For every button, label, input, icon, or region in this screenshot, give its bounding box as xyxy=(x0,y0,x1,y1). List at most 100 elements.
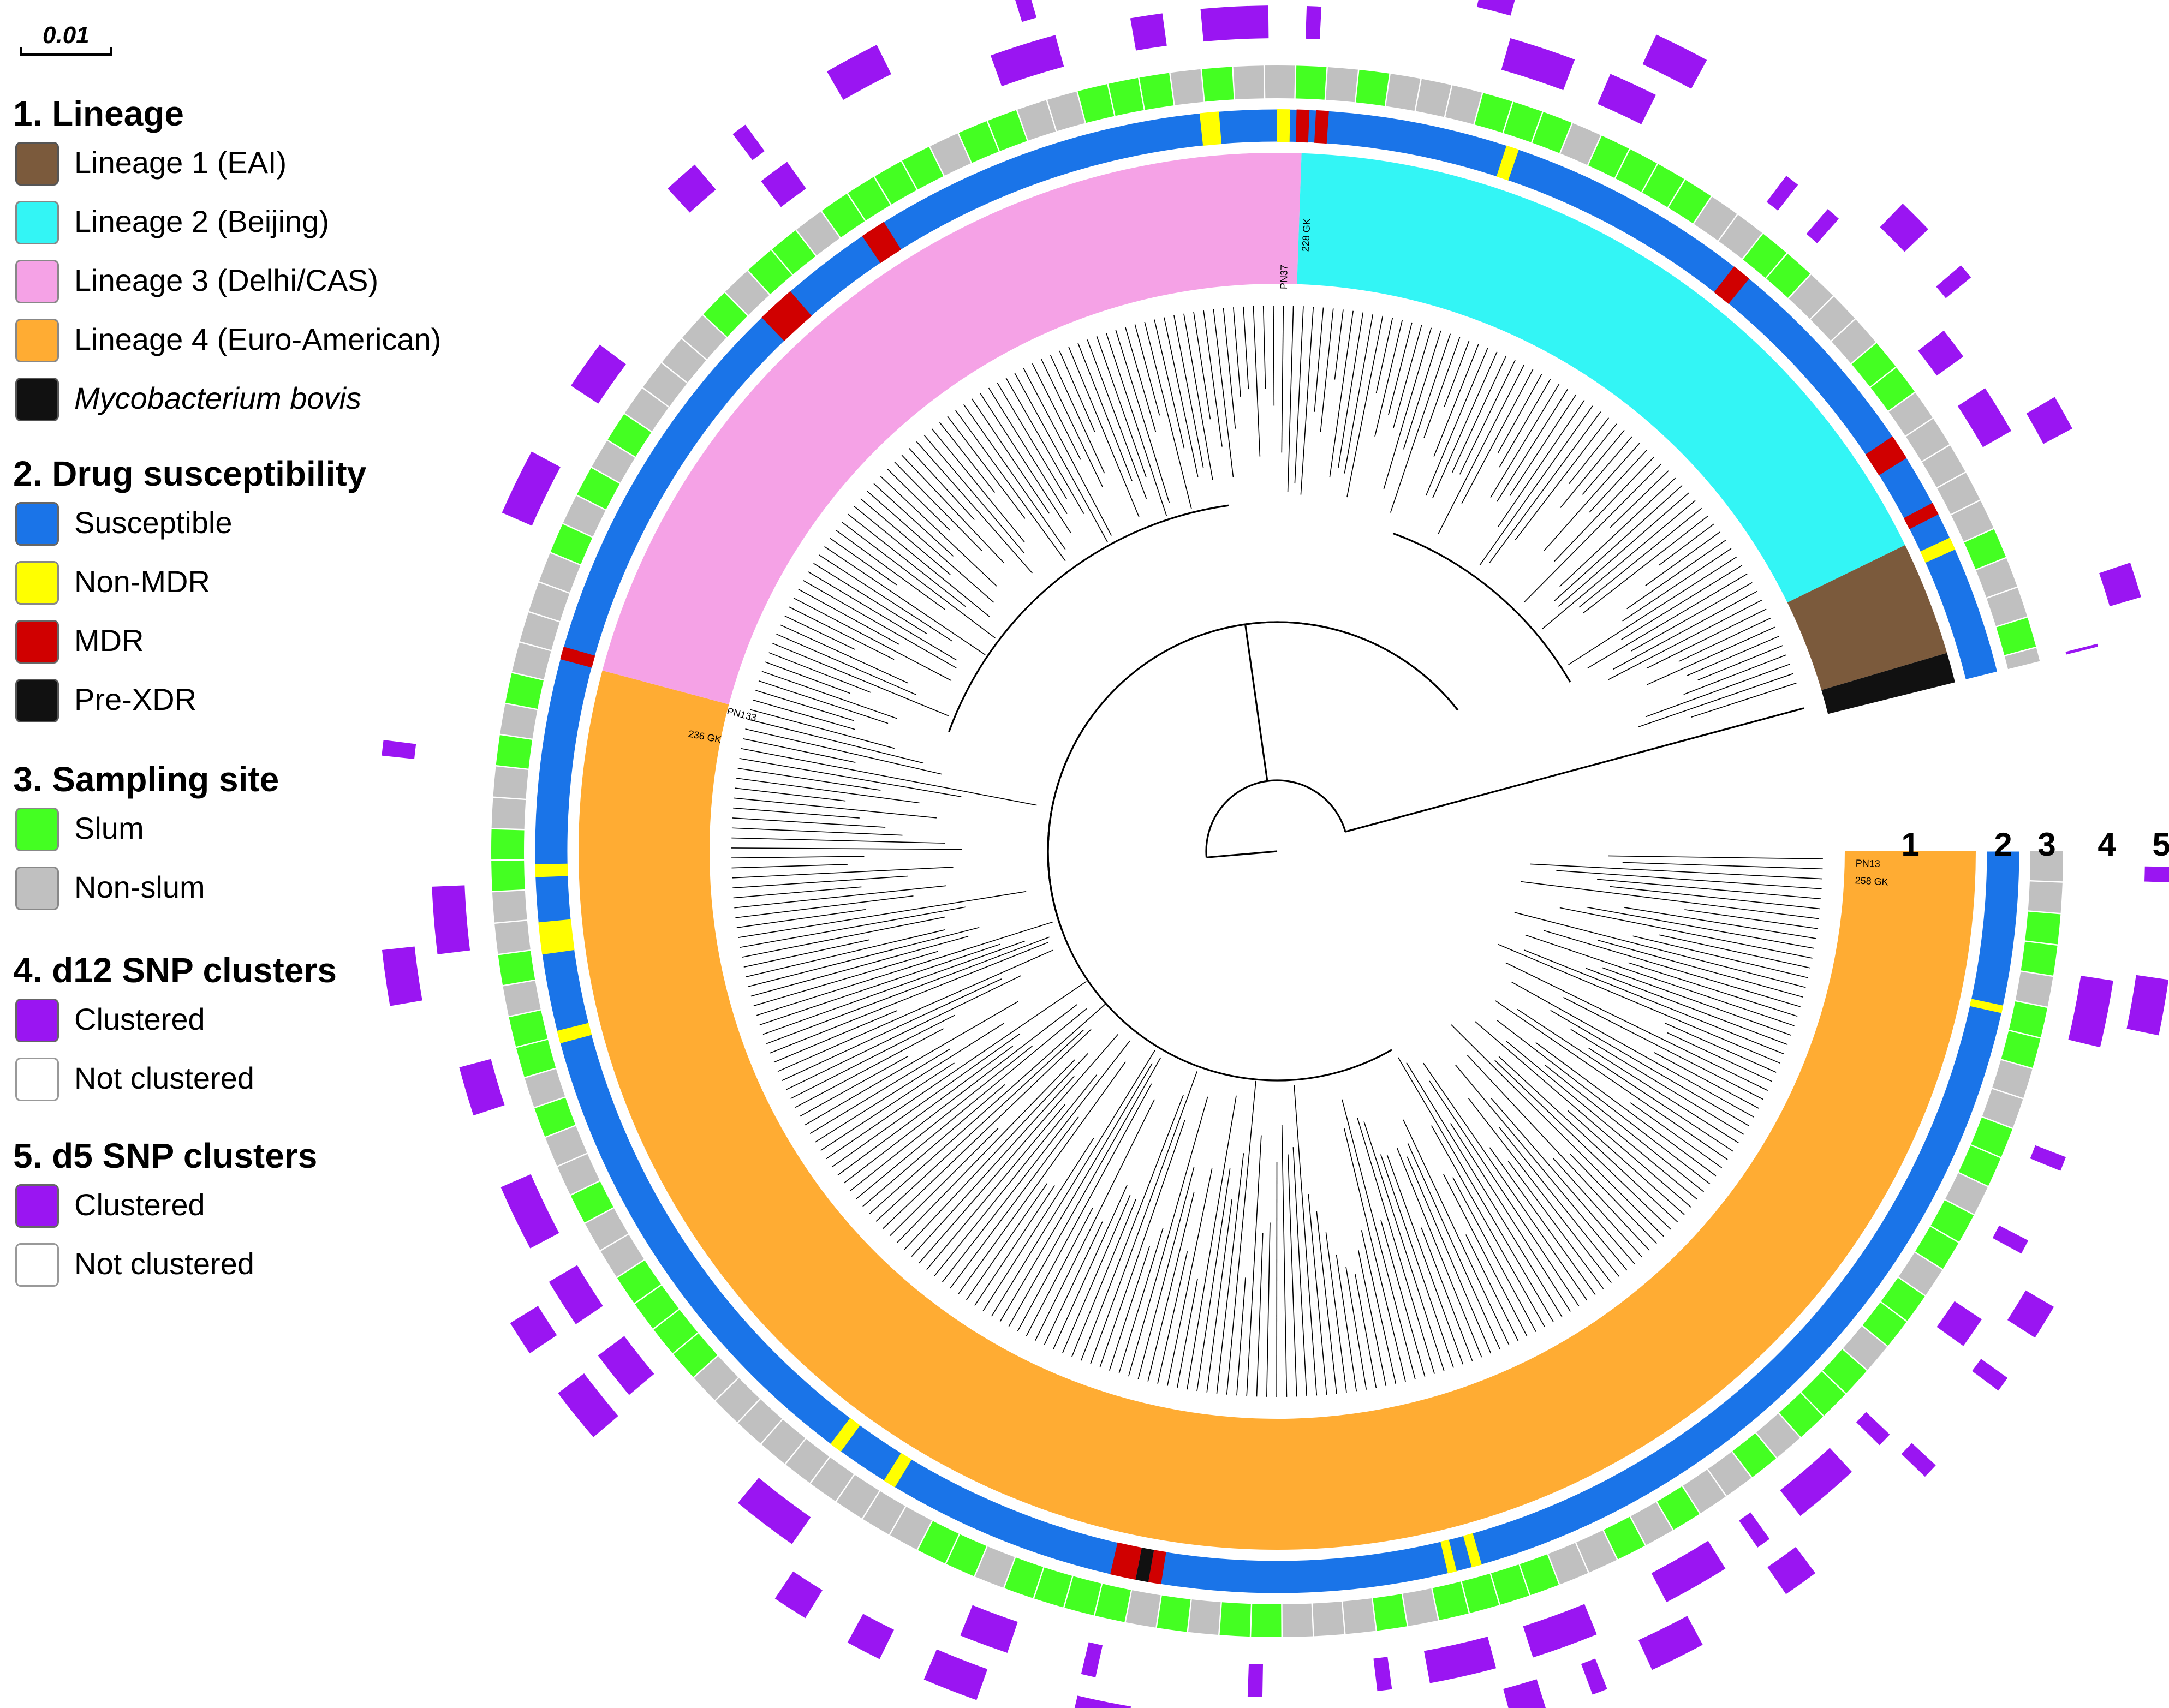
site-segment xyxy=(863,1491,905,1535)
tree-branches xyxy=(731,306,1823,1398)
d5-cluster-block xyxy=(2007,1290,2054,1338)
legend-section-drug-susceptibility: 2. Drug susceptibility Susceptible Non-M… xyxy=(13,453,537,730)
tip-branch xyxy=(1697,645,1783,680)
d5-cluster-block xyxy=(668,164,716,213)
tip-branch xyxy=(752,699,855,730)
site-segment xyxy=(1810,296,1855,341)
scale-bar: 0.01 xyxy=(16,22,120,60)
tip-branch xyxy=(1273,306,1275,406)
tip-branch xyxy=(1569,423,1617,485)
tip-branch xyxy=(1059,350,1095,432)
site-segment xyxy=(1295,65,1327,100)
drug-segment xyxy=(1903,503,1939,529)
tip-branch xyxy=(1586,968,1788,1046)
tip-branch xyxy=(1659,934,1811,969)
tip-branch xyxy=(901,455,1005,564)
tip-branch xyxy=(1610,470,1669,528)
tip-branch xyxy=(931,428,1025,542)
d12-cluster-block xyxy=(960,1605,1018,1653)
d12-cluster-block xyxy=(432,885,470,954)
tip-branch xyxy=(1246,1135,1262,1396)
legend-section-title: 4. d12 SNP clusters xyxy=(13,951,337,990)
tip-branch xyxy=(926,1104,1065,1270)
tip-branch xyxy=(1554,485,1683,601)
site-segment xyxy=(1945,1173,1988,1214)
site-segment xyxy=(494,921,531,954)
site-segment xyxy=(1668,180,1711,224)
tip-branch xyxy=(896,1059,1075,1244)
tip-branch xyxy=(759,943,1000,1025)
legend-item-label: Pre-XDR xyxy=(74,682,197,716)
d12-cluster-block xyxy=(1936,1301,1982,1346)
legend-swatch xyxy=(15,319,59,362)
lineage-4-arc xyxy=(1047,811,1392,1082)
d12-cluster-block xyxy=(1957,388,2012,447)
site-segment xyxy=(1732,1433,1777,1478)
tip-branch xyxy=(880,476,997,587)
tip-branch xyxy=(1630,1102,1723,1168)
drug-segment xyxy=(761,291,812,341)
internal-branch xyxy=(1244,624,1268,781)
site-segment xyxy=(496,735,533,769)
drug-segment xyxy=(1865,436,1907,476)
tip-branch xyxy=(1556,870,1822,889)
lineage-1-band xyxy=(1787,545,1947,690)
legend-item-non-slum: Non-slum xyxy=(13,859,537,918)
site-segment xyxy=(1560,123,1601,165)
tip-branch xyxy=(1514,912,1806,988)
tip-branch xyxy=(1287,306,1294,492)
d5-cluster-block xyxy=(774,1571,823,1619)
site-segment xyxy=(1326,67,1358,103)
legend-swatch xyxy=(15,378,59,421)
legend-item-mdr: MDR xyxy=(13,612,537,671)
tip-branch xyxy=(887,469,951,531)
drug-segment xyxy=(1463,1533,1482,1568)
d5-cluster-block xyxy=(1476,0,1515,16)
site-segment xyxy=(958,121,999,163)
tip-branch xyxy=(923,434,1025,554)
site-segment xyxy=(491,798,526,829)
tip-branch xyxy=(1023,368,1112,536)
tip-branch xyxy=(1096,336,1147,478)
legend-swatch xyxy=(15,679,59,722)
tip-branch xyxy=(809,1048,950,1134)
site-segment xyxy=(642,363,687,407)
tip-branch xyxy=(972,398,1050,514)
tip-branch xyxy=(1678,617,1771,662)
tip-branch xyxy=(1452,1177,1536,1332)
legend-swatch xyxy=(15,1058,59,1101)
site-segment xyxy=(1766,254,1810,298)
tip-branch xyxy=(1517,1008,1733,1152)
tip-branch xyxy=(1336,1254,1357,1392)
site-segment xyxy=(1992,1060,2033,1098)
drug-segment xyxy=(535,863,568,877)
drug-segment xyxy=(1920,538,1956,563)
site-segment xyxy=(1108,77,1144,116)
tip-branch xyxy=(1406,1062,1563,1317)
site-segment xyxy=(1881,1277,1925,1321)
site-segment xyxy=(902,147,944,190)
d12-cluster-block xyxy=(1780,1448,1852,1516)
tip-branch xyxy=(732,817,886,828)
tip-branch xyxy=(1223,308,1236,429)
site-segment xyxy=(1951,500,1994,542)
legend-item-label: Lineage 2 (Beijing) xyxy=(74,204,329,238)
tip-branch xyxy=(1467,1054,1650,1251)
tip-branch xyxy=(770,942,1048,1054)
tip-branch xyxy=(958,1061,1126,1295)
tip-branch xyxy=(1292,1147,1307,1396)
tip-branch xyxy=(873,483,954,557)
tip-branch xyxy=(1450,1123,1571,1312)
legend-item-d12-clustered: Clustered xyxy=(13,991,537,1050)
tip-branch xyxy=(1505,962,1768,1091)
site-segment xyxy=(492,891,527,923)
legend-item-label: Clustered xyxy=(74,1187,205,1222)
site-segment xyxy=(1034,1567,1072,1608)
d12-cluster-block xyxy=(502,451,561,526)
legend-item-pre-xdr: Pre-XDR xyxy=(13,671,537,730)
tip-branch xyxy=(862,1084,1005,1207)
site-segment xyxy=(624,388,669,432)
tip-branch xyxy=(1426,348,1488,496)
tip-branch xyxy=(805,1001,1018,1126)
tip-branch xyxy=(735,895,914,918)
